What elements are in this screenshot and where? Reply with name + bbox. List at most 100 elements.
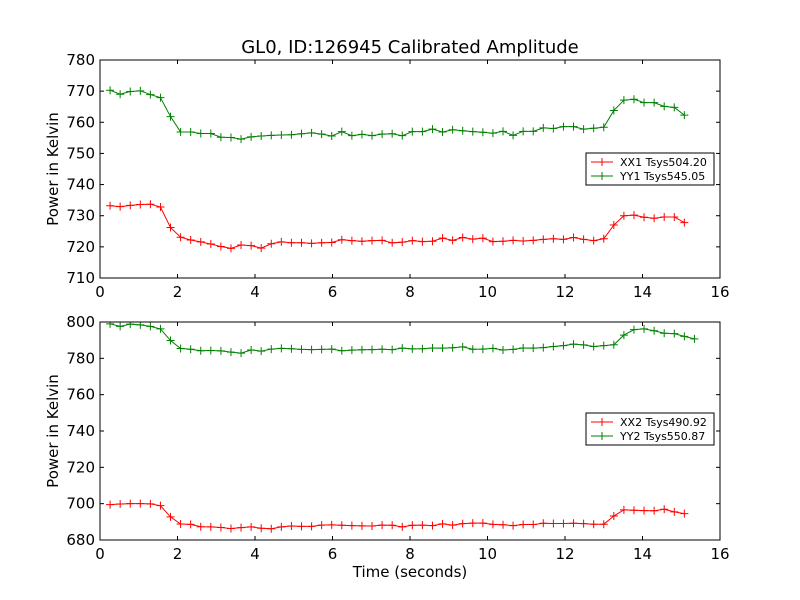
data-point-yy2 (599, 341, 608, 350)
data-point-xx2 (569, 519, 578, 528)
data-point-yy1 (347, 131, 356, 140)
data-point-xx2 (398, 522, 407, 531)
data-point-xx2 (126, 499, 135, 508)
data-point-xx1 (388, 238, 397, 247)
data-point-yy1 (438, 127, 447, 136)
data-point-xx1 (408, 236, 417, 245)
data-point-yy2 (357, 345, 366, 354)
data-point-yy2 (468, 345, 477, 354)
data-point-yy1 (609, 106, 618, 115)
data-point-xx1 (529, 236, 538, 245)
y-tick-label: 740 (66, 422, 95, 440)
data-point-xx1 (509, 236, 518, 245)
data-point-yy2 (408, 344, 417, 353)
data-point-xx1 (357, 237, 366, 246)
data-point-yy1 (257, 131, 266, 140)
data-point-xx2 (357, 521, 366, 530)
data-point-xx1 (368, 236, 377, 245)
data-point-yy1 (499, 127, 507, 136)
data-point-yy1 (640, 98, 649, 107)
data-point-yy1 (378, 130, 387, 139)
data-point-xx2 (458, 519, 467, 528)
data-point-xx1 (499, 237, 507, 246)
data-point-yy2 (529, 344, 538, 353)
data-point-yy2 (458, 342, 467, 351)
data-point-xx2 (579, 519, 588, 528)
x-tick-label: 10 (478, 545, 497, 563)
data-point-xx1 (106, 201, 115, 210)
series-layer (106, 322, 699, 533)
legend-label-yy2: YY2 Tsys550.87 (619, 430, 705, 443)
data-point-yy2 (670, 329, 679, 338)
data-point-xx2 (478, 519, 487, 528)
data-point-yy2 (609, 340, 618, 349)
data-point-yy1 (368, 131, 377, 140)
data-point-xx1 (216, 242, 225, 251)
x-tick-label: 4 (250, 545, 260, 563)
data-point-xx1 (438, 234, 447, 243)
data-point-yy2 (327, 345, 336, 354)
data-point-yy1 (599, 123, 608, 132)
data-point-yy1 (237, 135, 246, 144)
data-point-xx2 (277, 522, 286, 531)
data-point-xx2 (166, 512, 175, 521)
data-point-yy1 (226, 133, 235, 142)
data-point-xx2 (680, 509, 689, 518)
legend-marker-xx2 (598, 418, 606, 426)
data-point-yy1 (458, 126, 467, 135)
data-point-yy2 (690, 334, 699, 343)
data-point-yy1 (156, 93, 165, 102)
data-point-xx2 (519, 520, 528, 529)
data-point-xx1 (126, 201, 135, 210)
data-point-yy2 (247, 345, 256, 354)
y-tick-label: 740 (66, 176, 95, 194)
legend-label-yy1: YY1 Tsys545.05 (619, 170, 705, 183)
data-point-yy1 (337, 127, 346, 136)
data-point-xx1 (609, 221, 618, 230)
y-tick-label: 780 (66, 349, 95, 367)
data-point-xx2 (589, 520, 598, 529)
data-point-xx2 (438, 519, 447, 528)
data-point-yy2 (337, 346, 346, 355)
x-tick-label: 16 (710, 545, 729, 563)
data-point-yy1 (388, 129, 397, 138)
data-point-yy1 (589, 124, 598, 133)
data-point-xx2 (327, 520, 336, 529)
data-point-yy2 (499, 345, 507, 354)
data-point-yy2 (488, 344, 497, 353)
y-tick-label: 680 (66, 531, 95, 549)
data-point-xx1 (206, 240, 215, 249)
data-point-xx1 (166, 223, 175, 232)
data-point-xx2 (609, 512, 618, 521)
y-tick-label: 700 (66, 495, 95, 513)
data-point-yy1 (297, 129, 306, 138)
data-point-xx2 (186, 520, 195, 529)
data-point-yy1 (277, 131, 286, 140)
data-point-yy1 (670, 103, 679, 112)
data-point-yy2 (237, 349, 246, 358)
data-point-yy1 (317, 130, 326, 139)
data-point-yy2 (388, 345, 397, 354)
data-point-xx1 (519, 236, 528, 245)
data-point-xx2 (257, 524, 266, 533)
x-tick-label: 0 (95, 283, 105, 301)
data-point-yy1 (307, 128, 316, 137)
data-point-xx1 (146, 200, 155, 209)
data-point-yy1 (619, 96, 628, 105)
data-point-yy2 (216, 346, 225, 355)
data-point-xx1 (599, 234, 608, 243)
data-point-yy1 (398, 131, 407, 140)
y-tick-label: 760 (66, 113, 95, 131)
data-point-xx1 (619, 211, 628, 220)
data-point-xx1 (569, 233, 578, 242)
data-point-xx2 (146, 499, 155, 508)
data-point-yy1 (529, 127, 538, 136)
data-point-yy2 (368, 345, 377, 354)
data-point-xx1 (640, 213, 649, 222)
data-point-yy2 (176, 344, 185, 353)
data-point-yy1 (116, 90, 125, 99)
data-point-yy1 (176, 127, 185, 136)
data-point-yy2 (579, 340, 588, 349)
data-point-yy2 (206, 346, 215, 355)
